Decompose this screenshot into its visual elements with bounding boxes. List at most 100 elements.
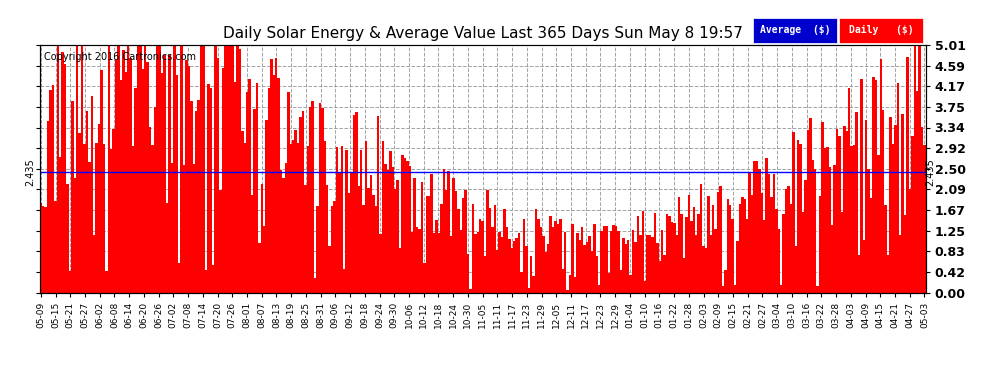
Bar — [792, 132, 795, 292]
Bar — [909, 189, 911, 292]
Bar — [275, 58, 277, 292]
Bar — [180, 45, 183, 292]
Bar — [285, 163, 287, 292]
Bar — [355, 112, 357, 292]
Bar — [61, 53, 64, 292]
Bar — [618, 231, 620, 292]
Bar — [135, 87, 137, 292]
Bar — [855, 112, 857, 292]
Bar — [474, 234, 476, 292]
Bar — [140, 45, 142, 292]
Bar — [237, 46, 239, 292]
Bar — [147, 62, 148, 292]
Bar — [73, 178, 76, 292]
Bar — [462, 198, 464, 292]
Bar — [646, 235, 648, 292]
Bar — [578, 240, 581, 292]
Bar — [229, 45, 232, 292]
Bar — [872, 76, 875, 292]
Bar — [452, 178, 454, 292]
Bar — [658, 261, 661, 292]
Bar — [246, 92, 248, 292]
Bar — [921, 127, 924, 292]
Bar — [132, 146, 135, 292]
Bar — [688, 195, 690, 292]
Bar — [879, 59, 882, 292]
Bar — [739, 204, 742, 292]
Bar — [200, 45, 202, 292]
Bar — [775, 209, 777, 292]
Bar — [770, 196, 773, 292]
Bar — [857, 255, 860, 292]
Bar — [454, 191, 457, 292]
Bar — [653, 213, 656, 292]
Bar — [782, 214, 785, 292]
Bar — [702, 246, 705, 292]
Bar — [608, 273, 610, 292]
Bar — [299, 117, 302, 292]
Bar — [161, 73, 163, 292]
Bar — [459, 230, 462, 292]
Bar — [538, 219, 540, 292]
Bar — [392, 167, 394, 292]
Bar — [399, 248, 401, 292]
Bar — [656, 243, 658, 292]
Bar — [467, 254, 469, 292]
Bar — [433, 233, 436, 292]
Bar — [377, 116, 379, 292]
Bar — [365, 141, 367, 292]
Bar — [503, 209, 506, 292]
Bar — [369, 175, 372, 292]
Bar — [916, 92, 919, 292]
Bar — [267, 88, 270, 292]
Bar — [290, 144, 292, 292]
Bar — [411, 232, 414, 292]
Bar — [862, 240, 865, 292]
Bar — [175, 75, 178, 292]
Bar — [683, 258, 685, 292]
Bar — [469, 289, 471, 292]
Bar — [227, 45, 229, 292]
Bar — [309, 106, 312, 292]
Bar — [919, 45, 921, 292]
Bar — [737, 241, 739, 292]
Bar — [409, 166, 411, 292]
Bar — [401, 154, 404, 292]
Bar — [865, 120, 867, 292]
Bar — [314, 278, 317, 292]
Bar — [535, 209, 538, 292]
Bar — [648, 235, 651, 292]
Bar — [746, 219, 748, 292]
Bar — [312, 101, 314, 292]
Bar — [341, 146, 344, 292]
FancyBboxPatch shape — [839, 18, 923, 42]
Bar — [632, 230, 635, 292]
Bar — [521, 272, 523, 292]
Bar — [416, 227, 419, 292]
Bar — [339, 173, 341, 292]
Bar — [344, 269, 346, 292]
Bar — [445, 190, 447, 292]
Bar — [178, 262, 180, 292]
Bar — [610, 231, 613, 292]
Bar — [66, 184, 68, 292]
Bar — [591, 251, 593, 292]
Bar — [103, 144, 105, 292]
Bar — [142, 69, 144, 292]
Bar — [307, 146, 309, 292]
Bar — [705, 249, 707, 292]
Bar — [870, 198, 872, 292]
Bar — [715, 229, 717, 292]
Bar — [148, 127, 151, 292]
Bar — [799, 144, 802, 292]
Bar — [476, 232, 479, 292]
Bar — [151, 145, 153, 292]
Bar — [127, 45, 130, 292]
Bar — [120, 80, 122, 292]
Bar — [484, 256, 486, 292]
Bar — [824, 148, 826, 292]
Bar — [258, 243, 260, 292]
Bar — [661, 230, 663, 292]
Bar — [812, 159, 814, 292]
Bar — [419, 229, 421, 292]
